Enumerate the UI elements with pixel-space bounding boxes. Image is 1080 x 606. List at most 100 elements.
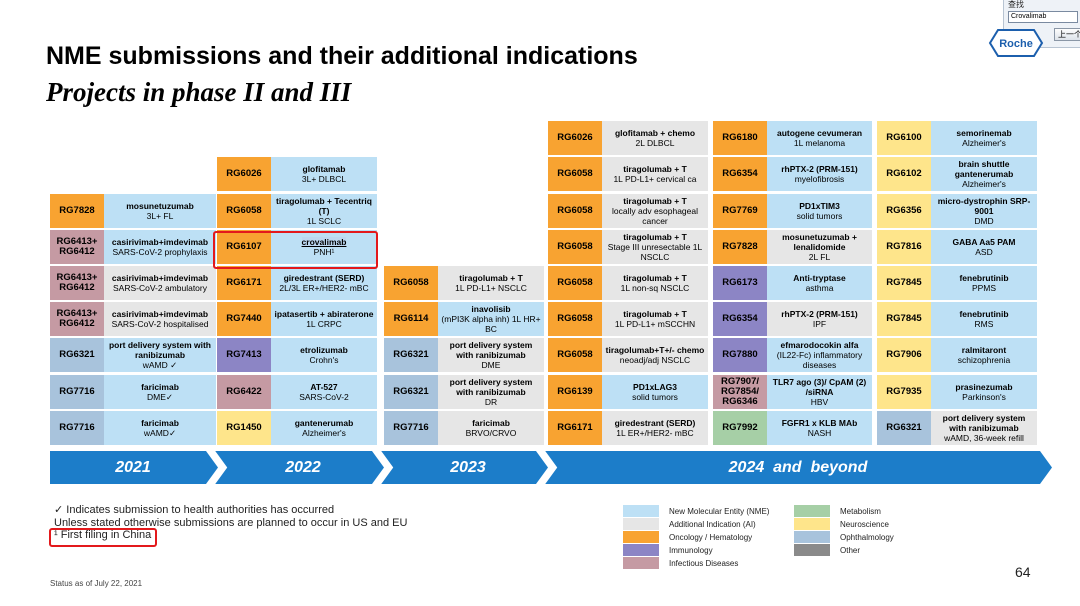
status-date: Status as of July 22, 2021 xyxy=(50,579,143,588)
molecule-name: semorinemab xyxy=(956,128,1012,139)
indication-detail: wAMD✓ xyxy=(143,427,177,438)
molecule-name: tiragolumab + T xyxy=(623,231,687,242)
indication-detail: Stage III unresectable 1L NSCLC xyxy=(607,241,703,262)
molecule-code: RG6321 xyxy=(384,374,438,409)
indication-detail: SARS-CoV-2 prophylaxis xyxy=(112,246,208,257)
timeline-arrow-2023 xyxy=(380,451,548,484)
pipeline-entry: RG7907/ RG7854/ RG6346 TLR7 ago (3)/ CpAM… xyxy=(713,374,872,409)
molecule-name: casirivimab+imdevimab xyxy=(111,309,209,320)
pipeline-entry: RG7716 faricimab BRVO/CRVO xyxy=(384,410,544,445)
pipeline-entry: RG7880 efmarodocokin alfa (IL22-Fc) inflam… xyxy=(713,338,872,373)
indication-detail: neoadj/adj NSCLC xyxy=(619,355,691,366)
find-input[interactable]: Crovalimab xyxy=(1008,11,1078,23)
molecule-code: RG6354 xyxy=(713,302,767,337)
molecule-code: RG6356 xyxy=(877,193,931,228)
footnotes: ✓ Indicates submission to health authori… xyxy=(54,504,407,542)
molecule-code: RG6173 xyxy=(713,266,767,300)
molecule-code: RG7992 xyxy=(713,410,767,445)
indication-description: tiragolumab + T 1L non-sq NSCLC xyxy=(602,266,708,300)
molecule-code: RG7413 xyxy=(217,338,271,373)
pipeline-entry: RG7716 faricimab wAMD✓ xyxy=(50,410,216,445)
molecule-name: mosunetuzumab xyxy=(126,200,194,211)
legend-label: Ophthalmology xyxy=(840,532,894,542)
pipeline-entry: RG6139 PD1xLAG3 solid tumors xyxy=(548,374,708,409)
pipeline-entry: RG6173 Anti-tryptase asthma xyxy=(713,266,872,300)
indication-detail: DMD xyxy=(974,215,994,226)
indication-description: TLR7 ago (3)/ CpAM (2) /siRNA HBV xyxy=(767,374,872,409)
molecule-name: Anti-tryptase xyxy=(793,273,846,283)
molecule-name: tiragolumab + T xyxy=(623,195,687,206)
footnote-highlight-box xyxy=(49,528,157,547)
molecule-code: RG6058 xyxy=(548,302,602,337)
indication-description: semorinemab Alzheimer's xyxy=(931,121,1037,156)
molecule-code: RG6321 xyxy=(384,338,438,373)
indication-description: faricimab wAMD✓ xyxy=(104,410,216,445)
molecule-name: rhPTX-2 (PRM-151) xyxy=(781,309,858,320)
molecule-code: RG6139 xyxy=(548,374,602,409)
pipeline-entry: RG6114 inavolisib (mPI3K alpha inh) 1L HR+… xyxy=(384,302,544,337)
indication-detail: asthma xyxy=(805,283,834,293)
indication-description: faricimab DME✓ xyxy=(104,374,216,409)
legend-item-ai: Additional Indication (AI) xyxy=(623,518,756,530)
molecule-code: RG7828 xyxy=(50,193,104,228)
molecule-code: RG7845 xyxy=(877,266,931,300)
indication-description: etrolizumab Crohn's xyxy=(271,338,377,373)
legend-swatch xyxy=(623,518,659,530)
molecule-code: RG7769 xyxy=(713,193,767,228)
indication-description: PD1xTIM3 solid tumors xyxy=(767,193,872,228)
pipeline-entry: RG7845 fenebrutinib PPMS xyxy=(877,266,1037,300)
indication-detail: schizophrenia xyxy=(957,355,1011,366)
pipeline-entry: RG6107 crovalimab PNH¹ xyxy=(217,229,377,264)
indication-detail: DR xyxy=(484,396,498,407)
indication-description: tiragolumab + T 1L PD-L1+ mSCCHN xyxy=(602,302,708,337)
molecule-name: PD1xTIM3 xyxy=(799,200,840,211)
indication-detail: 1L ER+/HER2- mBC xyxy=(616,427,694,438)
indication-detail: 1L melanoma xyxy=(793,138,846,149)
indication-detail: locally adv esophageal cancer xyxy=(611,205,698,226)
molecule-code: RG6321 xyxy=(877,410,931,445)
pipeline-entry: RG6321 port delivery system with ranibizu… xyxy=(50,338,216,373)
legend-swatch xyxy=(794,518,830,530)
indication-detail: 1L CRPC xyxy=(306,319,342,330)
indication-detail: myelofibrosis xyxy=(794,174,845,185)
molecule-name: glofitamab + chemo xyxy=(614,128,696,139)
indication-description: tiragolumab + Tecentriq (T) 1L SCLC xyxy=(271,193,377,228)
timeline-label-2023: 2023 xyxy=(450,458,486,476)
molecule-code: RG6058 xyxy=(384,266,438,300)
indication-description: casirivimab+imdevimab SARS-CoV-2 prophyla… xyxy=(104,229,216,264)
legend-label: Additional Indication (AI) xyxy=(669,519,756,529)
pipeline-entry: RG7935 prasinezumab Parkinson's xyxy=(877,374,1037,409)
indication-detail: IPF xyxy=(812,319,827,330)
indication-detail: DME xyxy=(481,360,501,371)
timeline-arrow-2021 xyxy=(50,451,218,484)
find-previous-button[interactable]: 上一个 xyxy=(1054,28,1080,41)
pipeline-entry: RG6058 tiragolumab + Tecentriq (T) 1L SCLC xyxy=(217,193,377,228)
indication-description: autogene cevumeran 1L melanoma xyxy=(767,121,872,156)
molecule-code: RG1450 xyxy=(217,410,271,445)
indication-description: port delivery system with ranibizumab wAM… xyxy=(931,410,1037,445)
pipeline-entry: RG7769 PD1xTIM3 solid tumors xyxy=(713,193,872,228)
molecule-code: RG6354 xyxy=(713,157,767,192)
molecule-name: prasinezumab xyxy=(955,381,1013,392)
indication-description: crovalimab PNH¹ xyxy=(271,229,377,264)
timeline-label-2022: 2022 xyxy=(285,458,321,476)
indication-detail: wAMD ✓ xyxy=(142,360,178,371)
indication-detail: ASD xyxy=(975,246,993,257)
pipeline-entry: RG7845 fenebrutinib RMS xyxy=(877,302,1037,337)
legend-label: Oncology / Hematology xyxy=(669,532,753,542)
legend-item-nme: New Molecular Entity (NME) xyxy=(623,505,769,517)
pipeline-entry: RG1450 gantenerumab Alzheimer's xyxy=(217,410,377,445)
molecule-code: RG6321 xyxy=(50,338,104,373)
molecule-name: port delivery system with ranibizumab xyxy=(108,340,212,361)
indication-detail: Alzheimer's xyxy=(962,179,1006,190)
logo-text: Roche xyxy=(999,38,1033,50)
indication-detail: 2L FL xyxy=(808,251,831,262)
indication-detail: 2L/3L ER+/HER2- mBC xyxy=(279,283,369,293)
indication-description: inavolisib (mPI3K alpha inh) 1L HR+ BC xyxy=(438,302,544,337)
molecule-code: RG7440 xyxy=(217,302,271,337)
molecule-code: RG7907/ RG7854/ RG6346 xyxy=(713,374,767,409)
molecule-name: TLR7 ago (3)/ CpAM (2) /siRNA xyxy=(772,376,867,397)
indication-description: micro-dystrophin SRP-9001 DMD xyxy=(931,193,1037,228)
pipeline-entry: RG6171 giredestrant (SERD) 1L ER+/HER2- mB… xyxy=(548,410,708,445)
find-label: 查找 xyxy=(1008,0,1024,9)
